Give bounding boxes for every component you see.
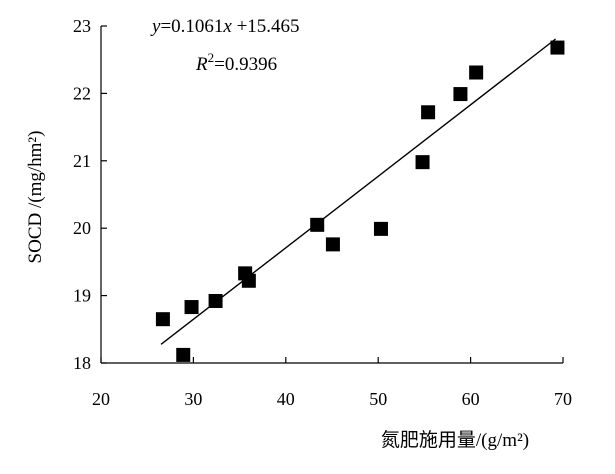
- data-points: [155, 40, 565, 362]
- data-point: [176, 347, 191, 362]
- y-axis-title: SOCD /(mg/hm²): [25, 131, 46, 264]
- y-tick-label: 23: [73, 16, 91, 36]
- x-tick-label: 20: [92, 389, 110, 409]
- data-point: [241, 273, 256, 288]
- data-point: [325, 237, 340, 252]
- y-tick-label: 22: [73, 83, 91, 103]
- x-ticks: 20 30 40 50 60 70: [92, 357, 572, 409]
- data-point: [415, 155, 430, 170]
- data-point: [469, 65, 484, 80]
- y-tick-label: 19: [73, 286, 91, 306]
- x-tick-label: 30: [184, 389, 202, 409]
- data-point: [373, 221, 388, 236]
- x-axis-title: 氮肥施用量/(g/m²): [381, 429, 529, 451]
- x-tick-label: 70: [554, 389, 572, 409]
- regression-equation: y=0.1061x +15.465: [150, 16, 300, 37]
- y-ticks: 18 19 20 21 22 23: [73, 16, 107, 373]
- x-tick-label: 60: [462, 389, 480, 409]
- data-point: [155, 312, 170, 327]
- data-point: [421, 105, 436, 120]
- r-squared-label: R2=0.9396: [195, 50, 277, 75]
- y-tick-label: 20: [73, 218, 91, 238]
- data-point: [184, 300, 199, 315]
- x-tick-label: 50: [369, 389, 387, 409]
- y-tick-label: 18: [73, 353, 91, 373]
- trend-line: [160, 38, 557, 345]
- axes: [100, 26, 563, 364]
- data-point: [550, 40, 565, 55]
- data-point: [453, 87, 468, 102]
- y-tick-label: 21: [73, 151, 91, 171]
- x-tick-label: 40: [277, 389, 295, 409]
